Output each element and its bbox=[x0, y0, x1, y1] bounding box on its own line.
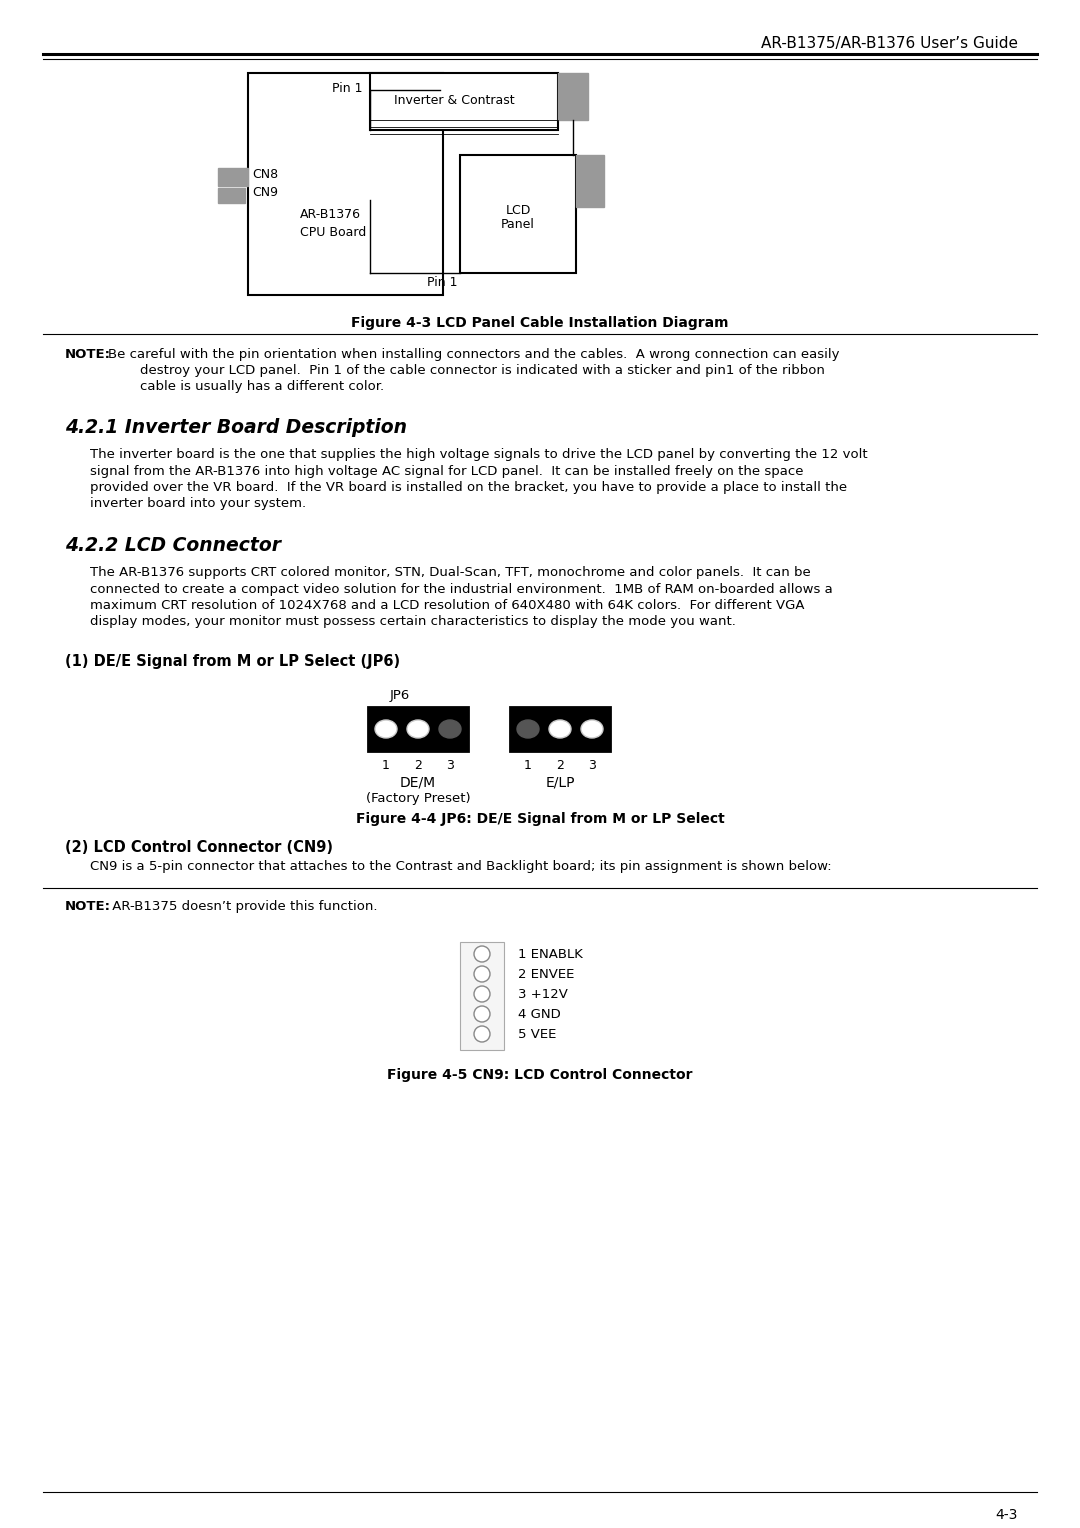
Text: 4 GND: 4 GND bbox=[518, 1007, 561, 1021]
Text: Pin 1: Pin 1 bbox=[427, 277, 458, 289]
Circle shape bbox=[474, 986, 490, 1002]
Bar bbox=[370, 73, 558, 130]
Bar bbox=[218, 168, 248, 186]
Bar bbox=[460, 154, 576, 274]
Text: 1 ENABLK: 1 ENABLK bbox=[518, 947, 583, 961]
Text: NOTE:: NOTE: bbox=[65, 348, 111, 361]
Text: The inverter board is the one that supplies the high voltage signals to drive th: The inverter board is the one that suppl… bbox=[90, 448, 867, 461]
Text: Be careful with the pin orientation when installing connectors and the cables.  : Be careful with the pin orientation when… bbox=[108, 348, 839, 361]
Ellipse shape bbox=[517, 720, 539, 738]
Text: maximum CRT resolution of 1024X768 and a LCD resolution of 640X480 with 64K colo: maximum CRT resolution of 1024X768 and a… bbox=[90, 599, 805, 613]
Text: 4.2.1 Inverter Board Description: 4.2.1 Inverter Board Description bbox=[65, 419, 407, 437]
Bar bbox=[368, 707, 468, 750]
Text: Figure 4-5 CN9: LCD Control Connector: Figure 4-5 CN9: LCD Control Connector bbox=[388, 1068, 692, 1082]
Ellipse shape bbox=[375, 720, 397, 738]
Bar bbox=[576, 154, 604, 206]
Ellipse shape bbox=[407, 720, 429, 738]
Text: 3: 3 bbox=[446, 759, 454, 772]
Text: Figure 4-3 LCD Panel Cable Installation Diagram: Figure 4-3 LCD Panel Cable Installation … bbox=[351, 316, 729, 330]
Ellipse shape bbox=[581, 720, 603, 738]
Text: destroy your LCD panel.  Pin 1 of the cable connector is indicated with a sticke: destroy your LCD panel. Pin 1 of the cab… bbox=[140, 364, 825, 377]
Text: (1) DE/E Signal from M or LP Select (JP6): (1) DE/E Signal from M or LP Select (JP6… bbox=[65, 654, 400, 669]
Bar bbox=[510, 707, 610, 750]
Text: JP6: JP6 bbox=[390, 689, 410, 701]
Text: display modes, your monitor must possess certain characteristics to display the : display modes, your monitor must possess… bbox=[90, 616, 735, 628]
Text: AR-B1375 doesn’t provide this function.: AR-B1375 doesn’t provide this function. bbox=[108, 900, 378, 914]
Text: provided over the VR board.  If the VR board is installed on the bracket, you ha: provided over the VR board. If the VR bo… bbox=[90, 481, 847, 494]
Text: 2: 2 bbox=[414, 759, 422, 772]
Text: inverter board into your system.: inverter board into your system. bbox=[90, 498, 306, 510]
Circle shape bbox=[474, 1005, 490, 1022]
Text: LCD: LCD bbox=[505, 203, 530, 217]
Text: cable is usually has a different color.: cable is usually has a different color. bbox=[140, 380, 384, 393]
Text: Inverter & Contrast: Inverter & Contrast bbox=[394, 93, 514, 107]
Text: CN8: CN8 bbox=[252, 168, 279, 180]
Ellipse shape bbox=[549, 720, 571, 738]
Text: connected to create a compact video solution for the industrial environment.  1M: connected to create a compact video solu… bbox=[90, 582, 833, 596]
Text: NOTE:: NOTE: bbox=[65, 900, 111, 914]
Text: E/LP: E/LP bbox=[545, 775, 575, 788]
Text: Figure 4-4 JP6: DE/E Signal from M or LP Select: Figure 4-4 JP6: DE/E Signal from M or LP… bbox=[355, 811, 725, 827]
Text: 1: 1 bbox=[524, 759, 532, 772]
Text: 3 +12V: 3 +12V bbox=[518, 987, 568, 1001]
Text: CN9: CN9 bbox=[252, 186, 278, 200]
Text: (2) LCD Control Connector (CN9): (2) LCD Control Connector (CN9) bbox=[65, 840, 333, 856]
Circle shape bbox=[474, 946, 490, 963]
Text: AR-B1376: AR-B1376 bbox=[300, 208, 361, 222]
Bar bbox=[218, 188, 245, 203]
Text: 1: 1 bbox=[382, 759, 390, 772]
Text: Pin 1: Pin 1 bbox=[333, 81, 363, 95]
Text: CN9 is a 5-pin connector that attaches to the Contrast and Backlight board; its : CN9 is a 5-pin connector that attaches t… bbox=[90, 860, 832, 872]
Text: 2 ENVEE: 2 ENVEE bbox=[518, 967, 575, 981]
Circle shape bbox=[474, 1025, 490, 1042]
Bar bbox=[460, 941, 504, 1050]
Text: 4.2.2 LCD Connector: 4.2.2 LCD Connector bbox=[65, 536, 281, 555]
Text: DE/M: DE/M bbox=[400, 775, 436, 788]
Bar bbox=[248, 73, 443, 295]
Text: 2: 2 bbox=[556, 759, 564, 772]
Text: (Factory Preset): (Factory Preset) bbox=[366, 792, 470, 805]
Text: 4-3: 4-3 bbox=[996, 1508, 1018, 1522]
Text: signal from the AR-B1376 into high voltage AC signal for LCD panel.  It can be i: signal from the AR-B1376 into high volta… bbox=[90, 465, 804, 477]
Text: The AR-B1376 supports CRT colored monitor, STN, Dual-Scan, TFT, monochrome and c: The AR-B1376 supports CRT colored monito… bbox=[90, 565, 811, 579]
Text: Panel: Panel bbox=[501, 219, 535, 232]
Circle shape bbox=[474, 966, 490, 983]
Ellipse shape bbox=[438, 720, 461, 738]
Text: 3: 3 bbox=[589, 759, 596, 772]
Text: AR-B1375/AR-B1376 User’s Guide: AR-B1375/AR-B1376 User’s Guide bbox=[761, 37, 1018, 50]
Bar bbox=[558, 73, 588, 121]
Text: CPU Board: CPU Board bbox=[300, 226, 366, 238]
Text: 5 VEE: 5 VEE bbox=[518, 1027, 556, 1041]
